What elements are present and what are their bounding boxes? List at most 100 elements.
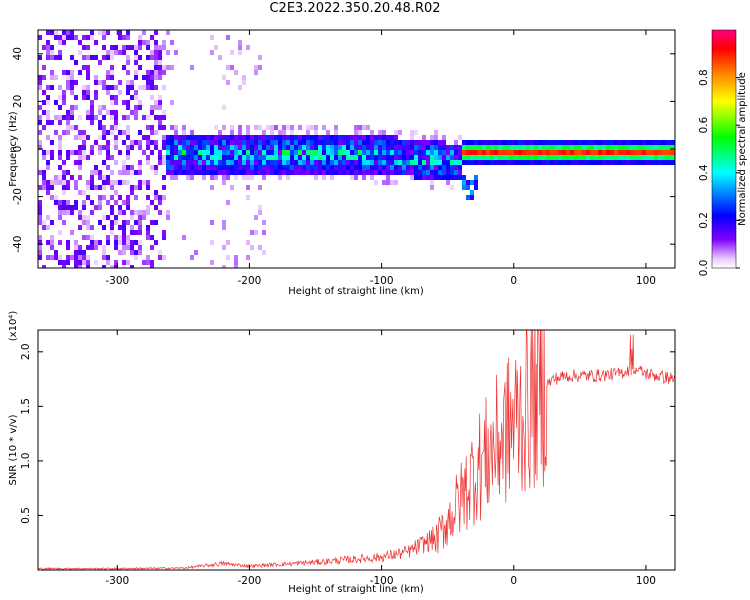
heatmap-cell — [66, 115, 70, 120]
heatmap-cell — [278, 155, 282, 160]
heatmap-cell — [146, 155, 150, 160]
heatmap-cell — [350, 170, 354, 175]
heatmap-cell — [58, 35, 62, 40]
heatmap-cell — [110, 70, 114, 75]
colorbar-tick-label: 0.4 — [698, 164, 710, 181]
heatmap-cell — [58, 55, 62, 60]
heatmap-cell — [330, 170, 334, 175]
heatmap-cell — [226, 255, 230, 260]
heatmap-cell — [258, 185, 262, 190]
heatmap-cell — [470, 180, 474, 185]
heatmap-cell — [182, 145, 186, 150]
heatmap-cell — [134, 240, 138, 245]
heatmap-cell — [478, 155, 482, 160]
heatmap-cell — [538, 160, 542, 165]
heatmap-cell — [274, 165, 278, 170]
heatmap-cell — [446, 170, 450, 175]
heatmap-cell — [502, 140, 506, 145]
heatmap-cell — [178, 160, 182, 165]
heatmap-cell — [146, 145, 150, 150]
heatmap-cell — [534, 145, 538, 150]
heatmap-cell — [630, 155, 634, 160]
heatmap-cell — [318, 150, 322, 155]
heatmap-cell — [150, 150, 154, 155]
heatmap-cell — [214, 155, 218, 160]
heatmap-cell — [254, 140, 258, 145]
heatmap-cell — [314, 140, 318, 145]
heatmap-cell — [114, 50, 118, 55]
heatmap-cell — [610, 160, 614, 165]
heatmap-cell — [106, 235, 110, 240]
heatmap-cell — [110, 55, 114, 60]
heatmap-cell — [222, 165, 226, 170]
heatmap-cell — [430, 135, 434, 140]
heatmap-cell — [346, 165, 350, 170]
heatmap-cell — [258, 245, 262, 250]
heatmap-cell — [342, 170, 346, 175]
heatmap-cell — [146, 255, 150, 260]
heatmap-cell — [410, 145, 414, 150]
heatmap-cell — [122, 160, 126, 165]
heatmap-cell — [554, 140, 558, 145]
heatmap-cell — [514, 150, 518, 155]
heatmap-cell — [182, 155, 186, 160]
heatmap-cell — [78, 245, 82, 250]
heatmap-cell — [398, 145, 402, 150]
heatmap-cell — [666, 155, 670, 160]
heatmap-cell — [118, 90, 122, 95]
heatmap-cell — [42, 175, 46, 180]
heatmap-cell — [58, 165, 62, 170]
heatmap-cell — [570, 160, 574, 165]
heatmap-cell — [66, 260, 70, 265]
heatmap-cell — [126, 45, 130, 50]
heatmap-cell — [150, 235, 154, 240]
heatmap-cell — [666, 140, 670, 145]
heatmap-cell — [222, 140, 226, 145]
heatmap-cell — [246, 155, 250, 160]
heatmap-cell — [118, 80, 122, 85]
heatmap-cell — [94, 140, 98, 145]
heatmap-cell — [442, 160, 446, 165]
heatmap-cell — [186, 145, 190, 150]
heatmap-cell — [162, 185, 166, 190]
heatmap-cell — [114, 95, 118, 100]
heatmap-cell — [246, 45, 250, 50]
colorbar-label: Normalized spectral amplitude — [737, 72, 748, 226]
heatmap-cell — [370, 170, 374, 175]
heatmap-cell — [102, 35, 106, 40]
heatmap-cell — [222, 180, 226, 185]
heatmap-cell — [74, 260, 78, 265]
y-tick-label: -40 — [12, 236, 24, 253]
heatmap-cell — [278, 135, 282, 140]
heatmap-cell — [242, 165, 246, 170]
heatmap-cell — [58, 240, 62, 245]
heatmap-cell — [462, 145, 466, 150]
heatmap-cell — [342, 160, 346, 165]
heatmap-cell — [298, 155, 302, 160]
y-tick-label: 1.0 — [20, 453, 32, 470]
heatmap-cell — [238, 140, 242, 145]
heatmap-cell — [278, 150, 282, 155]
heatmap-cell — [358, 145, 362, 150]
heatmap-cell — [658, 150, 662, 155]
heatmap-cell — [334, 170, 338, 175]
heatmap-cell — [430, 165, 434, 170]
heatmap-cell — [454, 155, 458, 160]
heatmap-cell — [370, 145, 374, 150]
heatmap-cell — [110, 265, 114, 268]
heatmap-cell — [342, 145, 346, 150]
heatmap-cell — [94, 260, 98, 265]
heatmap-cell — [146, 260, 150, 265]
heatmap-cell — [422, 160, 426, 165]
heatmap-cell — [350, 160, 354, 165]
heatmap-cell — [238, 150, 242, 155]
heatmap-cell — [102, 215, 106, 220]
heatmap-cell — [130, 215, 134, 220]
heatmap-cell — [158, 150, 162, 155]
heatmap-cell — [50, 245, 54, 250]
heatmap-cell — [94, 165, 98, 170]
heatmap-cell — [646, 155, 650, 160]
heatmap-cell — [90, 145, 94, 150]
heatmap-cell — [210, 150, 214, 155]
heatmap-cell — [110, 110, 114, 115]
